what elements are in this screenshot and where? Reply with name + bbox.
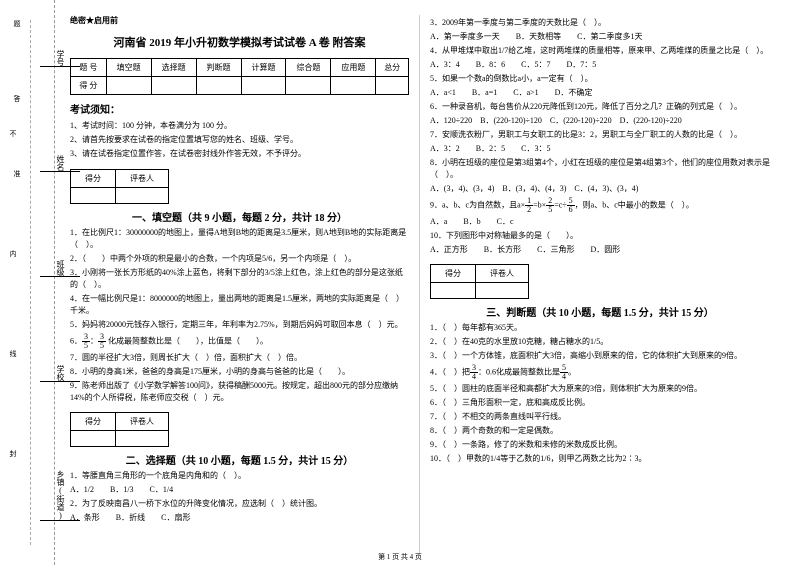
- q3-1: 1．（ ）每年都有365天。: [430, 322, 770, 334]
- q2-6o: A．120÷220 B．(220-120)÷120 C．(220-120)÷22…: [430, 115, 770, 127]
- score-header-row: 题 号 填空题 选择题 判断题 计算题 综合题 应用题 总分: [71, 59, 409, 77]
- q2-5: 5．如果一个数a的倒数比a小，a一定有（ ）。: [430, 73, 770, 85]
- q2-4: 4．从甲堆煤中取出1/7给乙堆，这时两堆煤的质量相等，原来甲、乙两堆煤的质量之比…: [430, 45, 770, 57]
- q2-4o: A．3：4 B．8：6 C．5：7 D．7：5: [430, 59, 770, 71]
- th: 总分: [376, 59, 409, 77]
- exam-title: 河南省 2019 年小升初数学模拟考试试卷 A 卷 附答案: [70, 34, 409, 50]
- q3-10: 10．（ ）甲数的1/4等于乙数的1/6，则甲乙两数之比为2∶3。: [430, 453, 770, 465]
- q1-6: 6．35：35 化成最简整数比是（ ），比值是（ ）。: [70, 333, 409, 350]
- scorebox-1: 得分评卷人: [70, 169, 169, 204]
- section-1-title: 一、填空题（共 9 小题，每题 2 分，共计 18 分）: [70, 209, 409, 224]
- q2-10: 10．下列图形中对称轴最多的是（ ）。: [430, 230, 770, 242]
- q2-8: 8．小明在班级的座位是第3组第4个，小红在班级的座位是第4组第3个，他们的座位用…: [430, 157, 770, 181]
- mark-2: 内: [8, 250, 18, 257]
- q2-9o: A．a B．b C．c: [430, 216, 770, 228]
- q1-1: 1．在比例尺1：30000000的地图上，量得A地到B地的距离是3.5厘米，则A…: [70, 227, 409, 251]
- label-name: 姓名: [40, 155, 80, 172]
- q1-9: 9．陈老师出版了《小学数学解答100问》，获得稿酬5000元。按规定，超出800…: [70, 380, 409, 404]
- left-column: 绝密★启用前 河南省 2019 年小升初数学模拟考试试卷 A 卷 附答案 题 号…: [60, 15, 420, 555]
- q2-1o: A．1/2 B．1/3 C．1/4: [70, 484, 409, 496]
- label-town: 乡镇(街道): [40, 470, 80, 521]
- th: 判断题: [196, 59, 241, 77]
- q3-2: 2．（ ）在40克的水里放10克糖，糖占糖水的1/5。: [430, 336, 770, 348]
- section-3-title: 三、判断题（共 10 小题，每题 1.5 分，共计 15 分）: [430, 304, 770, 319]
- th: 选择题: [151, 59, 196, 77]
- q2-2o: A．条形 B．折线 C．扇形: [70, 512, 409, 524]
- q1-8: 8．小明的身高1米，爸爸的身高是175厘米，小明的身高与爸爸的比是（ ）。: [70, 366, 409, 378]
- th: 计算题: [241, 59, 286, 77]
- q1-3: 3．小刚将一张长方形纸的40%涂上蓝色，将剩下部分的3/5涂上红色，涂上红色的部…: [70, 267, 409, 291]
- q2-1: 1．等腰直角三角形的一个底角是内角和的（ ）。: [70, 470, 409, 482]
- scorebox-2: 得分评卷人: [70, 412, 169, 447]
- bind-vertical-text: 题 答 准: [12, 20, 22, 185]
- dash-line: [30, 20, 31, 545]
- mark-4: 封: [8, 450, 18, 457]
- notice-2: 2、请首先按要求在试卷的指定位置填写您的姓名、班级、学号。: [70, 134, 409, 145]
- th: 填空题: [106, 59, 151, 77]
- label-class: 班级: [40, 260, 80, 277]
- q2-3o: A．第一季度多一天 B．天数相等 C．第二季度多1天: [430, 31, 770, 43]
- td: [106, 77, 151, 95]
- section-2-title: 二、选择题（共 10 小题，每题 1.5 分，共计 15 分）: [70, 452, 409, 467]
- page: 绝密★启用前 河南省 2019 年小升初数学模拟考试试卷 A 卷 附答案 题 号…: [0, 0, 800, 565]
- q2-10o: A．正方形 B．长方形 C．三角形 D．圆形: [430, 244, 770, 256]
- q3-5: 5．（ ）圆柱的底面半径和高都扩大为原来的3倍，则体积扩大为原来的9倍。: [430, 383, 770, 395]
- secret-label: 绝密★启用前: [70, 15, 409, 26]
- q1-7: 7．圆的半径扩大3倍，则周长扩大（ ）倍，面积扩大（ ）倍。: [70, 352, 409, 364]
- th: 综合题: [286, 59, 331, 77]
- q2-7o: A．3：2 B．2：5 C．3：5: [430, 143, 770, 155]
- th: 应用题: [331, 59, 376, 77]
- q2-8o: A．(3，4)、(3，4) B．(3，4)、(4，3) C．(4，3)、(3，4…: [430, 183, 770, 195]
- binding-margin: 题 答 准 学号 姓名 班级 学校 乡镇(街道) 不 内 线 封: [0, 0, 55, 565]
- notice-3: 3、请在试卷指定位置作答，在试卷密封线外作答无效，不予评分。: [70, 148, 409, 159]
- scorebox-3: 得分评卷人: [430, 264, 529, 299]
- q3-3: 3．（ ）一个方体锥，底面积扩大3倍，高缩小到原来的倍，它的体积扩大到原来的9倍…: [430, 350, 770, 362]
- q2-9: 9．a、b、c为自然数，且a×12=b×25=c÷56，则a、b、c中最小的数是…: [430, 197, 770, 214]
- q3-6: 6．（ ）三角形面积一定，底和高成反比例。: [430, 397, 770, 409]
- score-table: 题 号 填空题 选择题 判断题 计算题 综合题 应用题 总分 得 分: [70, 58, 409, 95]
- q3-7: 7．（ ）不相交的两条直线叫平行线。: [430, 411, 770, 423]
- label-school: 学校: [40, 365, 80, 382]
- q2-7: 7．安顺洗衣粉厂，男职工与女职工的比是3：2，男职工与全厂职工的人数的比是（ ）…: [430, 129, 770, 141]
- page-footer: 第 1 页 共 4 页: [0, 552, 800, 562]
- q3-8: 8．（ ）两个奇数的和一定是偶数。: [430, 425, 770, 437]
- q2-2: 2．为了反映南昌八一桥下水位的升降变化情况，应选制（ ）统计图。: [70, 498, 409, 510]
- q2-6: 6．一种录音机，每台售价从220元降低到120元，降低了百分之几？正确的列式是（…: [430, 101, 770, 113]
- q1-4: 4．在一幅比例尺是1：8000000的地图上，量出两地的距离是1.5厘米，两地的…: [70, 293, 409, 317]
- q1-2: 2．（ ）中两个外项的积是最小的合数，一个内项是5/6，另一个内项是（ ）。: [70, 253, 409, 265]
- q1-5: 5．妈妈将20000元钱存入银行，定期三年，年利率为2.75%，到期后妈妈可取回…: [70, 319, 409, 331]
- q3-9: 9．（ ）一条路，修了的米数和未修的米数成反比例。: [430, 439, 770, 451]
- mark-3: 线: [8, 350, 18, 357]
- q2-3: 3．2009年第一季度与第二季度的天数比是（ ）。: [430, 17, 770, 29]
- td: 得 分: [71, 77, 107, 95]
- mark-1: 不: [8, 130, 18, 137]
- score-value-row: 得 分: [71, 77, 409, 95]
- label-studentid: 学号: [40, 50, 80, 67]
- right-column: 3．2009年第一季度与第二季度的天数比是（ ）。 A．第一季度多一天 B．天数…: [420, 15, 780, 555]
- q3-4: 4．（ ）把34：0.6化成最简整数比是54。: [430, 364, 770, 381]
- q2-5o: A．a<1 B．a=1 C．a>1 D．不确定: [430, 87, 770, 99]
- notice-title: 考试须知：: [70, 101, 409, 116]
- notice-1: 1、考试时间：100 分钟，本卷满分为 100 分。: [70, 120, 409, 131]
